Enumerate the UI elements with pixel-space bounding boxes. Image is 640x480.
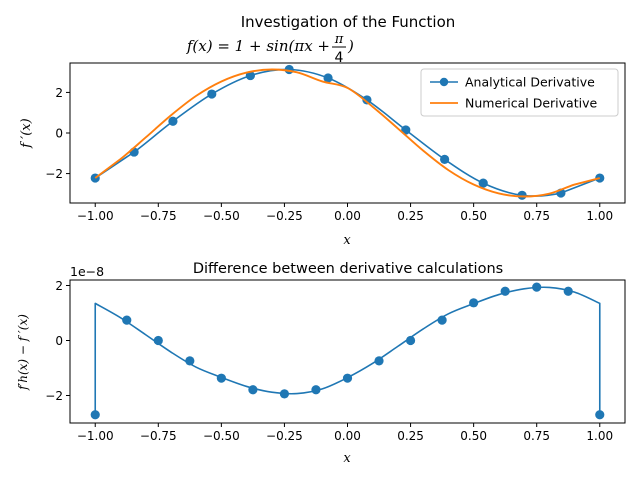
legend-numerical-label: Numerical Derivative: [465, 96, 597, 111]
bottom-x-tick-label: 0.25: [397, 429, 424, 443]
bottom-x-tick-label: −0.25: [266, 429, 303, 443]
legend-analytical-marker: [439, 77, 449, 87]
bottom-series-1-marker: [563, 286, 573, 296]
top-series-0-marker: [207, 89, 217, 99]
top-series-0-marker: [517, 190, 527, 200]
bottom-x-tick-label: −0.75: [140, 429, 177, 443]
bottom-series-1-marker: [311, 385, 321, 395]
top-series-0-marker: [478, 178, 488, 188]
bottom-x-tick-label: 0.50: [460, 429, 487, 443]
legend-analytical-label: Analytical Derivative: [465, 75, 595, 90]
bottom-y-tick-label: 2: [55, 279, 63, 293]
top-y-tick-label: 2: [55, 86, 63, 100]
bottom-series-1-marker: [595, 410, 605, 420]
top-x-axis-label: x: [343, 233, 351, 248]
bottom-offset-text: 1e−8: [70, 264, 104, 279]
top-x-tick-label: 1.00: [586, 209, 613, 223]
bottom-x-tick-label: −0.50: [203, 429, 240, 443]
top-y-ticks: −2 0 2: [45, 86, 70, 181]
top-title-line1: Investigation of the Function: [241, 13, 456, 31]
bottom-x-tick-label: −1.00: [77, 429, 114, 443]
top-title-fraction-denominator: 4: [335, 50, 344, 66]
top-plot-area: [90, 64, 605, 200]
bottom-series-1-marker: [90, 410, 100, 420]
top-legend: Analytical Derivative Numerical Derivati…: [420, 68, 619, 117]
bottom-y-tick-label: −2: [45, 389, 63, 403]
bottom-x-tick-label: 0.00: [334, 429, 361, 443]
top-x-tick-label: 0.00: [334, 209, 361, 223]
bottom-x-axis-label: x: [343, 451, 351, 466]
bottom-y-ticks: −2 0 2: [45, 279, 70, 403]
bottom-series-1-marker: [248, 385, 258, 395]
top-series-0-marker: [323, 73, 333, 83]
bottom-x-tick-label: 1.00: [586, 429, 613, 443]
legend-box: [420, 68, 619, 117]
top-series-0-marker: [362, 95, 372, 105]
bottom-series-1-marker: [437, 315, 447, 325]
bottom-series-1-marker: [153, 335, 163, 346]
bottom-title: Difference between derivative calculatio…: [193, 261, 503, 277]
top-x-tick-label: −1.00: [77, 209, 114, 223]
top-series-0-marker: [245, 70, 255, 81]
top-x-tick-label: −0.75: [140, 209, 177, 223]
top-x-tick-label: −0.25: [266, 209, 303, 223]
top-title-fraction-numerator: π: [334, 32, 344, 47]
top-title-formula-rhs: ): [347, 37, 354, 55]
top-x-ticks: −1.00 −0.75 −0.50 −0.25 0.00 0.25 0.50 0.75 1.00: [77, 203, 613, 223]
top-series-0-marker: [440, 154, 450, 164]
bottom-series-1-marker: [216, 373, 226, 383]
bottom-series-1-marker: [279, 389, 290, 399]
top-series-1-line: [94, 68, 601, 198]
top-series-0-marker: [168, 116, 178, 126]
bottom-series-1-marker: [405, 335, 416, 346]
bottom-x-tick-label: 0.75: [523, 429, 550, 443]
bottom-series-1-marker: [532, 282, 542, 292]
top-series-0-marker: [595, 173, 605, 183]
top-y-axis-label: f ′(x): [19, 118, 34, 148]
top-title-formula-lhs: f(x) = 1 + sin(πx +: [186, 37, 330, 55]
bottom-y-axis-label: f′h(x) − f ′(x): [16, 314, 30, 391]
top-y-tick-label: 0: [55, 127, 63, 141]
bottom-series-1-marker: [122, 315, 132, 325]
top-x-tick-label: −0.50: [203, 209, 240, 223]
bottom-series-1-marker: [500, 286, 510, 296]
bottom-x-ticks: −1.00 −0.75 −0.50 −0.25 0.00 0.25 0.50 0.75 1.00: [77, 423, 613, 443]
bottom-plot-area: [90, 282, 605, 420]
bottom-y-tick-label: 0: [55, 334, 63, 348]
top-x-tick-label: 0.50: [460, 209, 487, 223]
top-x-tick-label: 0.25: [397, 209, 424, 223]
bottom-series-1-marker: [185, 356, 195, 366]
top-y-tick-label: −2: [45, 167, 63, 181]
top-x-tick-label: 0.75: [523, 209, 550, 223]
bottom-series-1-marker: [342, 373, 353, 383]
bottom-series-1-marker: [469, 298, 479, 308]
bottom-series-1-marker: [374, 356, 384, 366]
top-title-formula: f(x) = 1 + sin(πx + π 4 ): [186, 32, 354, 66]
